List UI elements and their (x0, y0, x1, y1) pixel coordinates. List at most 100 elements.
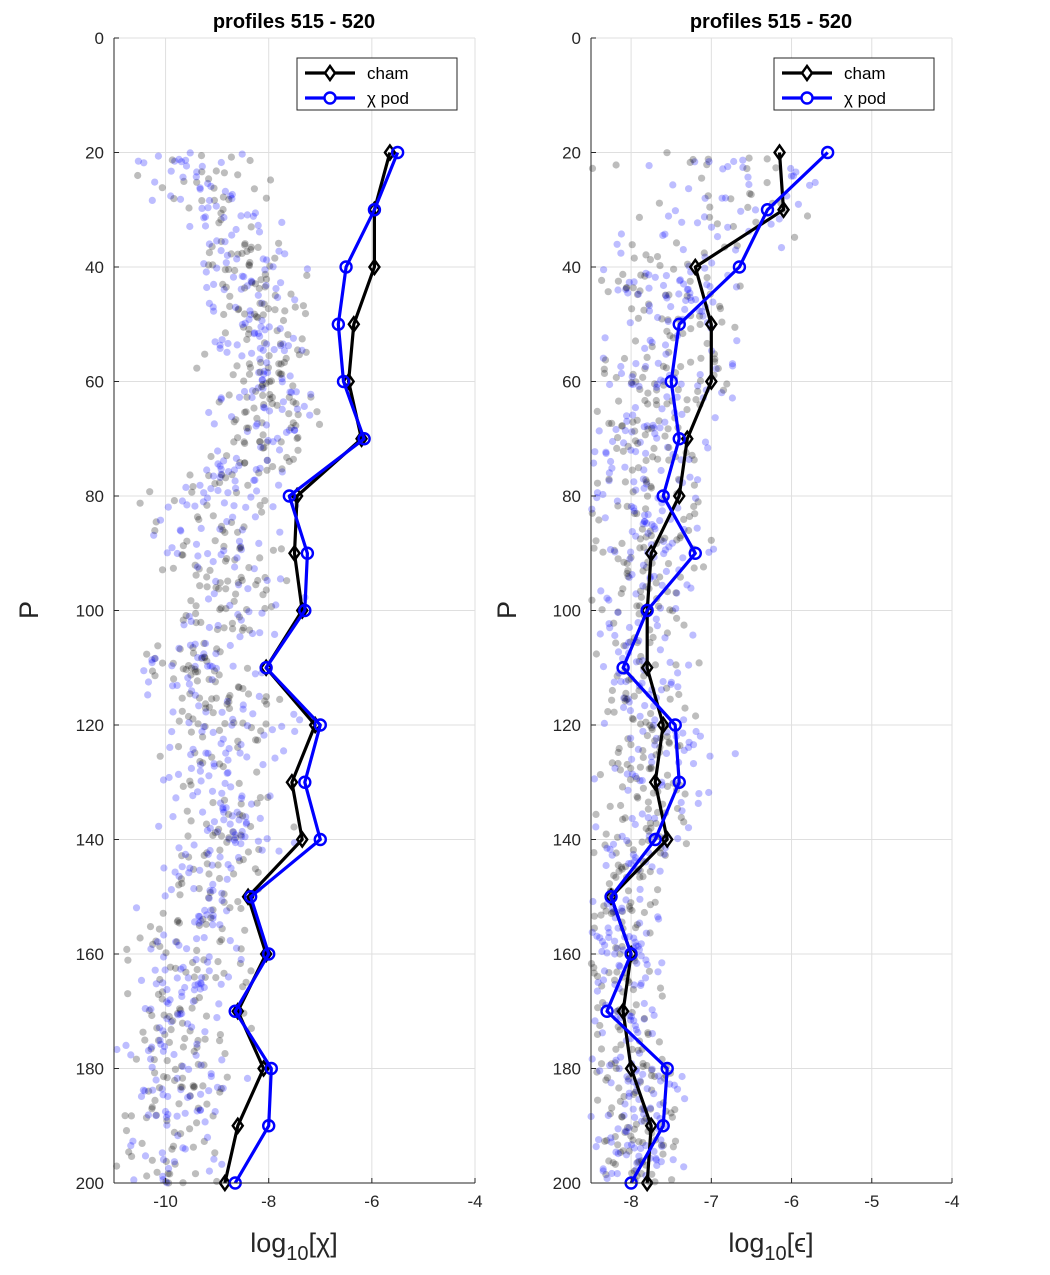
scatter-point (684, 824, 693, 832)
scatter-point (147, 1005, 155, 1013)
scatter-point (608, 851, 616, 859)
scatter-point (278, 218, 286, 226)
scatter-point (624, 695, 632, 703)
scatter-point (146, 488, 154, 496)
scatter-point (628, 755, 636, 763)
scatter-point (643, 478, 651, 486)
scatter-point (708, 259, 716, 267)
scatter-point (637, 981, 645, 990)
scatter-point (591, 448, 599, 456)
scatter-point (207, 1072, 215, 1080)
data-point-chipod (600, 1004, 614, 1018)
scatter-point (294, 446, 302, 454)
scatter-point (625, 1147, 633, 1155)
scatter-point (264, 793, 272, 802)
scatter-point (285, 393, 293, 401)
scatter-point (601, 356, 610, 364)
scatter-point (192, 668, 200, 676)
scatter-point (668, 1113, 677, 1121)
scatter-point (182, 162, 191, 170)
scatter-point (235, 393, 244, 401)
scatter-point (256, 629, 264, 637)
scatter-point (619, 654, 627, 663)
scatter-point (217, 980, 225, 988)
scatter-point (248, 629, 257, 638)
scatter-point (283, 453, 291, 462)
scatter-point (191, 640, 199, 648)
scatter-point (623, 417, 631, 425)
scatter-point (141, 1036, 149, 1044)
scatter-point (642, 718, 650, 726)
scatter-point (256, 464, 264, 472)
scatter-point (775, 215, 783, 223)
scatter-point (246, 258, 254, 267)
scatter-point (155, 822, 163, 830)
scatter-point (174, 1132, 182, 1140)
x-tick-label: -4 (467, 1192, 482, 1211)
scatter-point (687, 296, 695, 305)
scatter-point (178, 1083, 186, 1091)
scatter-point (649, 421, 657, 429)
scatter-point (207, 182, 215, 190)
scatter-point (628, 305, 636, 313)
scatter-point (231, 563, 239, 571)
scatter-point (162, 1113, 171, 1121)
scatter-point (607, 1079, 615, 1087)
scatter-point (202, 1012, 211, 1020)
scatter-point (623, 1128, 631, 1136)
scatter-point (198, 974, 206, 982)
scatter-point (602, 1171, 610, 1179)
scatter-point (274, 293, 282, 302)
chi-panel-ylabel: P (14, 601, 44, 619)
scatter-point (689, 760, 698, 768)
scatter-point (315, 420, 324, 428)
scatter-point (624, 1077, 632, 1085)
data-point-cham (672, 486, 686, 506)
scatter-point (645, 300, 653, 308)
scatter-point (223, 518, 231, 526)
scatter-point (195, 702, 203, 710)
scatter-point (216, 1088, 224, 1096)
scatter-point (184, 974, 192, 982)
scatter-point (211, 537, 219, 545)
scatter-point (216, 853, 224, 861)
scatter-point (262, 275, 271, 283)
scatter-point (225, 704, 234, 713)
scatter-point (281, 307, 289, 315)
legend-label: cham (367, 64, 409, 83)
scatter-point (643, 519, 651, 527)
scatter-point (240, 377, 248, 385)
scatter-point (629, 715, 637, 724)
scatter-point (138, 1139, 146, 1147)
scatter-point (602, 907, 610, 915)
scatter-point (173, 1074, 181, 1082)
scatter-point (747, 190, 755, 199)
scatter-point (216, 462, 224, 470)
scatter-point (628, 1169, 636, 1177)
scatter-point (199, 498, 207, 506)
scatter-point (128, 1152, 136, 1160)
scatter-point (247, 223, 255, 231)
scatter-point (186, 1092, 194, 1100)
scatter-point (178, 988, 186, 996)
scatter-point (235, 581, 243, 589)
scatter-point (259, 381, 267, 389)
scatter-point (190, 885, 198, 893)
scatter-point (211, 1108, 219, 1116)
scatter-point (164, 1092, 172, 1101)
scatter-point (663, 294, 671, 302)
scatter-point (621, 1127, 630, 1135)
scatter-point (619, 815, 627, 824)
scatter-point (627, 899, 635, 907)
scatter-point (654, 968, 662, 976)
scatter-point (622, 896, 630, 904)
scatter-point (714, 364, 722, 373)
scatter-point (623, 412, 631, 420)
scatter-point (208, 861, 216, 869)
scatter-point (192, 619, 200, 627)
scatter-point (200, 639, 208, 648)
scatter-point (186, 222, 194, 231)
scatter-point (624, 572, 632, 581)
scatter-point (152, 937, 160, 945)
scatter-point (689, 631, 697, 639)
